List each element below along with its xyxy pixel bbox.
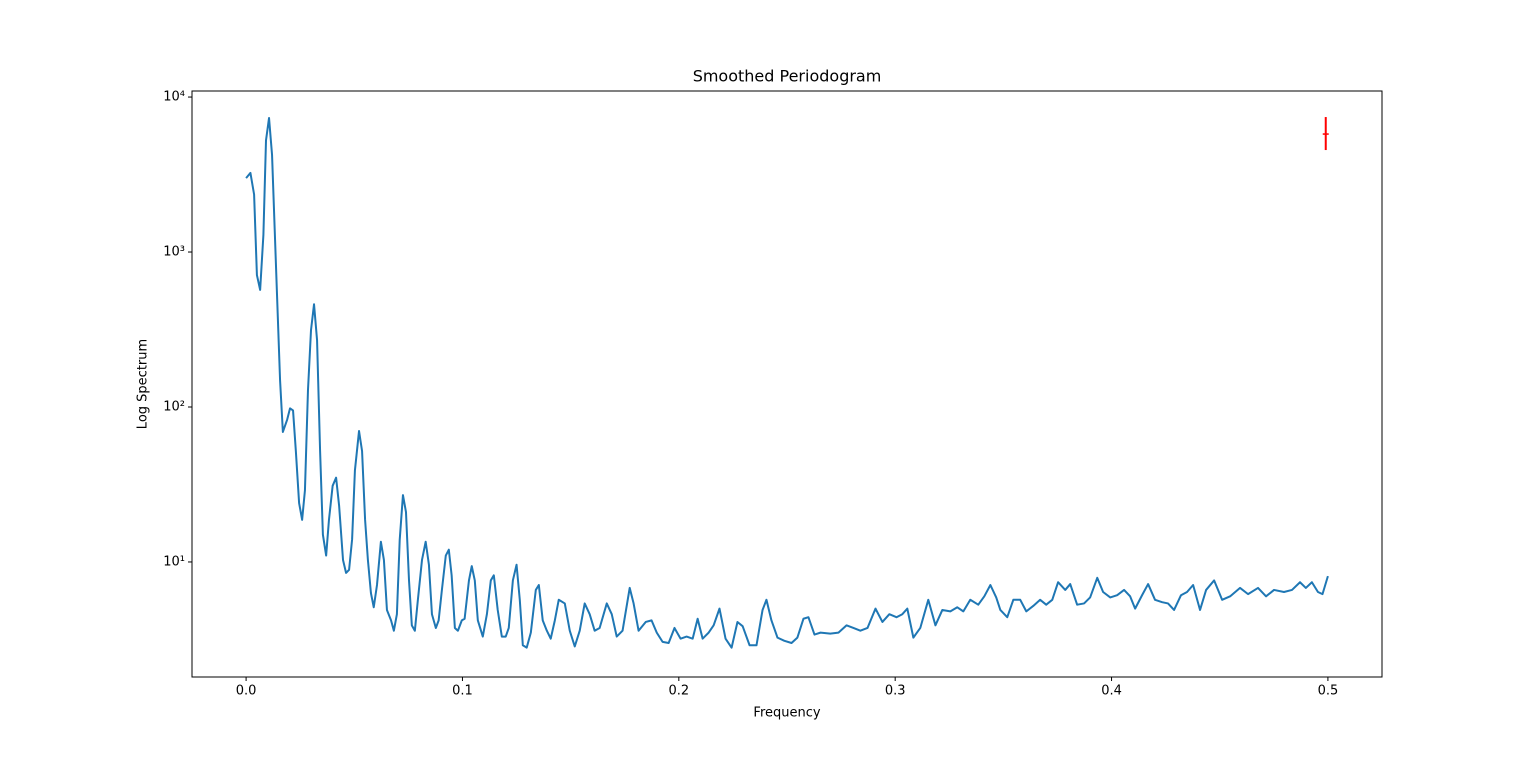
series-line (245, 116, 1329, 649)
plot-frame (191, 90, 1383, 678)
y-tick-label: 10⁴ (163, 90, 185, 105)
y-tick-label: 10² (163, 399, 185, 414)
y-tick-label: 10³ (163, 245, 185, 260)
x-tick-label: 0.3 (885, 684, 906, 699)
y-tick-label: 10¹ (163, 554, 185, 569)
x-tick-label: 0.2 (668, 684, 689, 699)
x-axis-label: Frequency (753, 706, 820, 721)
chart-title: Smoothed Periodogram (693, 67, 882, 86)
x-tick-label: 0.4 (1101, 684, 1122, 699)
y-axis-label: Log Spectrum (136, 339, 151, 429)
x-tick-label: 0.0 (236, 684, 257, 699)
x-tick-label: 0.1 (452, 684, 473, 699)
x-tick-label: 0.5 (1318, 684, 1339, 699)
